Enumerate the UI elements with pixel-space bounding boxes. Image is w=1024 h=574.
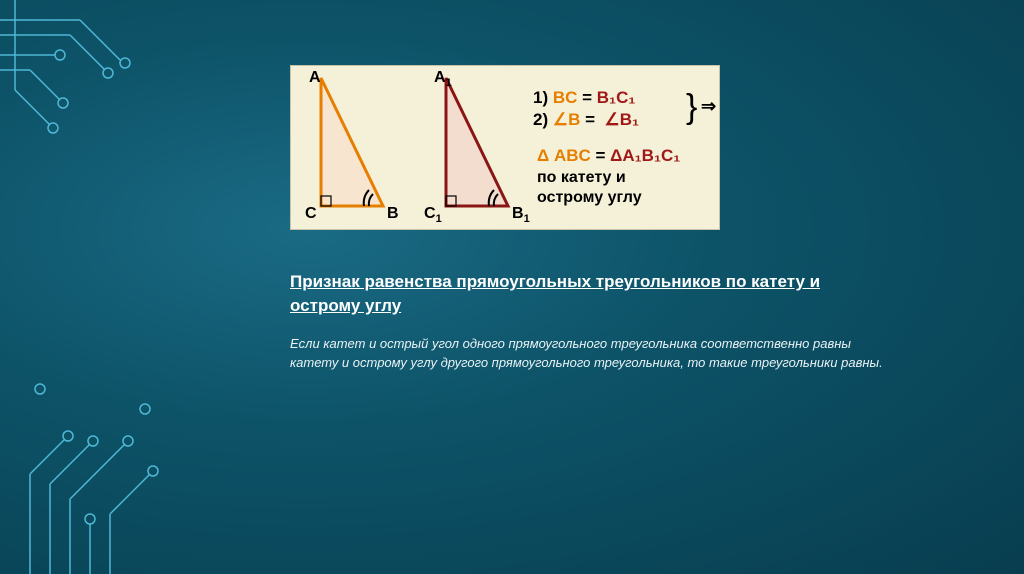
theorem-heading: Признак равенства прямоугольных треуголь… [290,270,850,318]
conclusion-equality: Δ ABC = ΔA₁B₁C₁ [537,146,680,166]
equation-1: 1) BC = B₁C₁ [533,88,635,108]
theorem-body: Если катет и острый угол одного прямоуго… [290,335,890,373]
vertex-label-c: C [305,205,317,222]
vertex-label-b1: B1 [512,205,530,225]
theorem-diagram-card: A C B A1 C1 B1 1) BC = B₁C₁ 2) ∠B = ∠B₁ … [290,65,720,230]
vertex-label-a: A [309,69,321,86]
vertex-label-a1: A1 [434,69,452,89]
vertex-label-c1: C1 [424,205,442,225]
circuit-decoration-top-left [0,0,220,180]
conclusion-reason: по катету иострому углу [537,168,642,208]
implies-arrow: ⇒ [701,96,716,117]
vertex-label-b: B [387,205,399,222]
circuit-decoration-bottom-left [0,334,220,574]
equation-2: 2) ∠B = ∠B₁ [533,110,639,130]
curly-brace: } [686,88,697,127]
